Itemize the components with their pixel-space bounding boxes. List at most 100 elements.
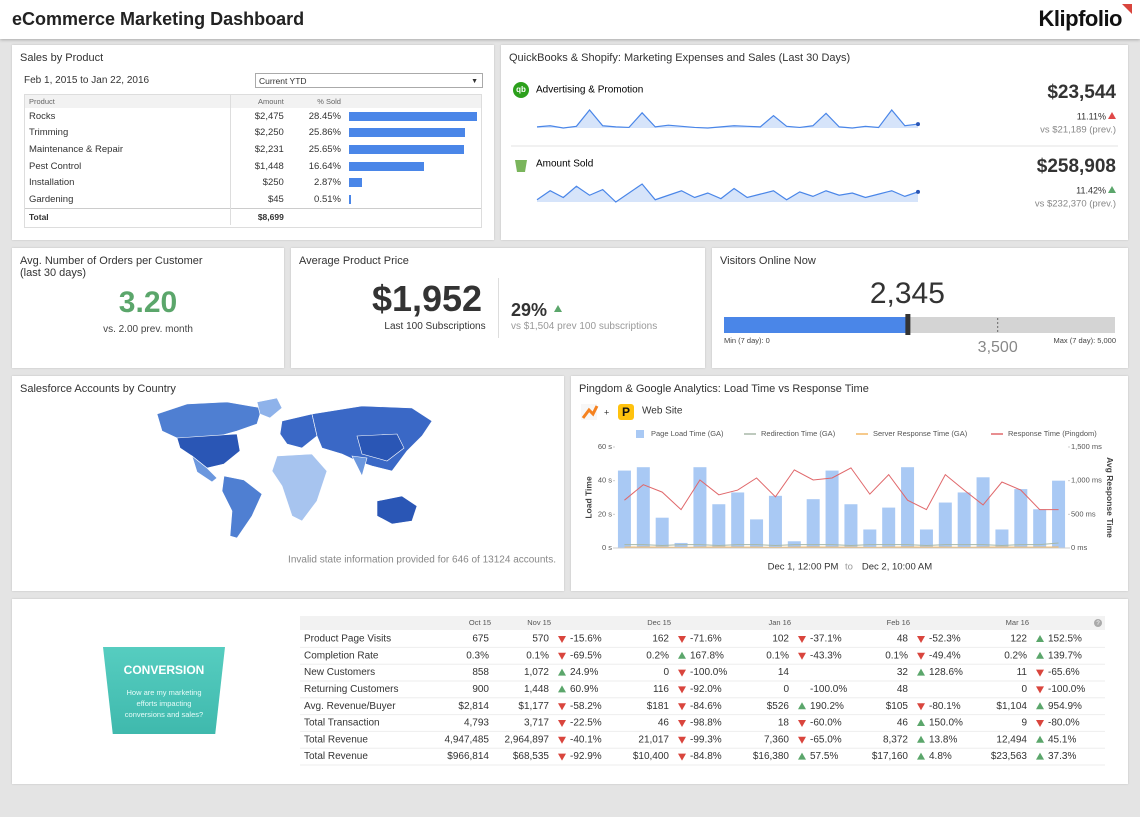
bar [844, 504, 858, 548]
amount: $45 [267, 193, 284, 205]
row-label: Returning Customers [304, 684, 398, 695]
cell-change: 37.3% [1048, 751, 1076, 762]
column-header: Feb 16 [887, 618, 910, 627]
pct-sold: 25.65% [308, 143, 341, 155]
country [279, 413, 318, 449]
spark-end [916, 189, 920, 194]
panel: Sales by Product Feb 1, 2015 to Jan 22, … [12, 45, 494, 240]
cell-change: 4.8% [929, 751, 952, 762]
cell-change: -37.1% [810, 634, 842, 645]
bar [348, 144, 465, 154]
cell-value: 0.1% [526, 650, 549, 661]
row-label: New Customers [304, 667, 375, 678]
trend-arrow [1036, 752, 1044, 760]
dropdown[interactable]: Current YTD ▼ [255, 73, 483, 88]
y-tick-label: 40 s [598, 476, 612, 485]
metric-value: $1,952 [371, 278, 483, 319]
cell-change: -84.6% [690, 701, 722, 712]
gauge-marker [905, 314, 911, 335]
product: Trimming [25, 124, 231, 142]
trend-arrow [678, 686, 686, 694]
cell-value: 102 [772, 634, 789, 645]
row-label: Completion Rate [304, 650, 379, 661]
column-header: % Sold [287, 95, 345, 108]
trend-arrow [1036, 651, 1044, 659]
bar [348, 128, 466, 138]
bar [825, 470, 839, 548]
bar-cell [345, 108, 481, 125]
countries [156, 397, 433, 539]
y2-axis-title: Avg Response Time [1105, 457, 1115, 538]
trend-arrow [678, 720, 686, 727]
chart: + P Web Site 0 s 20 s 40 s 60 s 0 ms 500 ms 1,… [581, 404, 1115, 573]
x-range-label: to [845, 562, 853, 573]
dropdown-value: Current YTD [259, 76, 307, 86]
table-row: Trimming $2,250 25.86% [25, 124, 481, 142]
cell-change: 13.8% [929, 734, 957, 745]
cell-value: 12,494 [996, 734, 1027, 745]
cell-change: -15.6% [570, 634, 602, 645]
conversion-card: CONVERSION How are my marketing efforts … [103, 647, 225, 734]
cell-change: -40.1% [570, 734, 602, 745]
trend-arrow [558, 668, 566, 676]
panel: Avg. Number of Orders per Customer (last… [12, 248, 284, 368]
legend-label: Server Response Time (GA) [873, 429, 968, 438]
trend-arrow [554, 305, 562, 312]
y2-tick-label: 1,500 ms [1071, 442, 1102, 451]
cell-change: -60.0% [810, 718, 842, 729]
dashboard-title: eCommerce Marketing Dashboard [12, 9, 305, 29]
cell-change: -92.0% [690, 684, 722, 695]
panel: QuickBooks & Shopify: Marketing Expenses… [501, 45, 1128, 240]
amount: $250 [262, 177, 284, 189]
trend-arrow-box [554, 305, 562, 312]
marketing-metrics: qb Advertising & Promotion $23,544 11.11% v… [511, 82, 1118, 210]
pct-sold: 25.86% [308, 127, 341, 139]
cell-value: $1,177 [518, 701, 549, 712]
conversion-title: CONVERSION [123, 663, 205, 677]
country [351, 455, 368, 477]
bar [348, 178, 362, 188]
bar [882, 507, 896, 548]
cell-value: 4,947,485 [445, 734, 490, 745]
product: Installation [25, 174, 231, 191]
trend-arrow [678, 651, 686, 659]
legend-swatch [636, 430, 644, 438]
cell-change: 954.9% [1048, 701, 1082, 712]
column-header: Amount [230, 95, 288, 108]
cell-change: -84.8% [690, 751, 722, 762]
dropdown-arrow: ▼ [471, 78, 478, 85]
cell-value: 0.1% [766, 650, 789, 661]
trend-arrow [917, 668, 925, 676]
country [356, 433, 405, 462]
legend-label: Response Time (Pingdom) [1008, 429, 1097, 438]
trend-arrow [678, 736, 686, 744]
metric-previous: vs $232,370 (prev.) [1035, 199, 1116, 210]
spark-line [536, 183, 919, 203]
y2-tick-label: 500 ms [1071, 509, 1096, 518]
row-label: Total Transaction [304, 718, 380, 729]
total-empty [345, 208, 481, 225]
product: Maintenance & Repair [25, 141, 231, 158]
x-range-label: Dec 1, 12:00 PM [768, 562, 839, 573]
trend-arrow [558, 720, 566, 727]
column-header: Oct 15 [469, 618, 491, 627]
bar [1033, 509, 1047, 548]
bar [901, 467, 915, 548]
panel-title: Pingdom & Google Analytics: Load Time vs… [579, 383, 869, 395]
panel-title: QuickBooks & Shopify: Marketing Expenses… [509, 52, 851, 64]
cell-value: 116 [653, 684, 669, 695]
y-tick-label: 20 s [598, 509, 612, 518]
country [156, 401, 263, 439]
cell-change: -71.6% [690, 634, 722, 645]
cell-change: 152.5% [1048, 634, 1082, 645]
chart-subtitle: Web Site [642, 406, 683, 417]
trend-arrow [798, 752, 806, 760]
cell-value: 3,717 [524, 718, 549, 729]
series-line [624, 467, 1059, 511]
country [221, 475, 263, 539]
cell-change: 190.2% [810, 701, 844, 712]
amount: $1,448 [254, 160, 284, 172]
cell-change: -80.0% [1048, 718, 1080, 729]
help-icon[interactable] [1094, 619, 1102, 627]
conversion-table: ? Oct 15 Nov 15 Dec 15 Jan 16 Feb 16 Mar 16 Pr… [300, 616, 1105, 766]
